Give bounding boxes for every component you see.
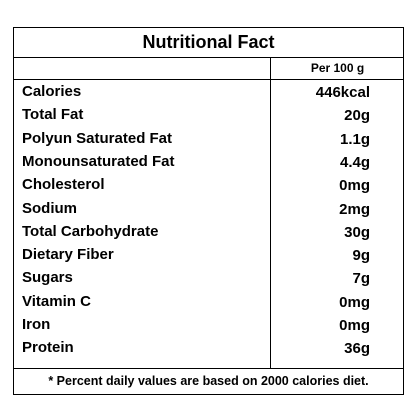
nutrient-value: 1.1g [339, 130, 370, 148]
nutrient-name: Monounsaturated Fat [22, 152, 175, 170]
nutrient-value: 36g [344, 340, 370, 358]
nutrient-name: Total Fat [22, 106, 84, 124]
divider [14, 79, 403, 80]
table-title: Nutritional Fact [142, 32, 275, 52]
nutrient-name: Vitamin C [22, 292, 91, 310]
column-header: Per 100 g [310, 61, 365, 75]
column-divider [270, 57, 271, 368]
nutrient-name: Dietary Fiber [22, 246, 114, 264]
nutrient-name: Iron [22, 316, 51, 333]
nutrient-name: Sodium [22, 199, 77, 217]
nutrient-value: 446kcal [315, 84, 370, 101]
nutrient-name: Total Carbohydrate [22, 222, 159, 240]
nutrient-name: Cholesterol [22, 176, 105, 194]
nutrient-value: 30g [344, 223, 370, 241]
nutrient-value: 0mg [339, 293, 370, 311]
nutrient-value: 0mg [339, 317, 370, 334]
nutrient-name: Sugars [22, 269, 73, 287]
nutrient-name: Calories [22, 83, 82, 100]
nutrient-name: Protein [22, 339, 74, 357]
nutrient-value: 20g [344, 107, 370, 125]
nutrient-value: 2mg [339, 200, 370, 218]
nutrient-value: 4.4g [339, 153, 370, 171]
footnote: * Percent daily values are based on 2000… [48, 374, 369, 388]
nutrient-value: 9g [352, 247, 370, 265]
nutrient-value: 7g [352, 270, 370, 288]
divider [14, 368, 403, 369]
nutrient-value: 0mg [339, 177, 370, 195]
nutrition-table: Nutritional Fact Per 100 g * Percent dai… [13, 27, 404, 395]
divider [14, 57, 403, 58]
nutrient-name: Polyun Saturated Fat [22, 129, 173, 147]
